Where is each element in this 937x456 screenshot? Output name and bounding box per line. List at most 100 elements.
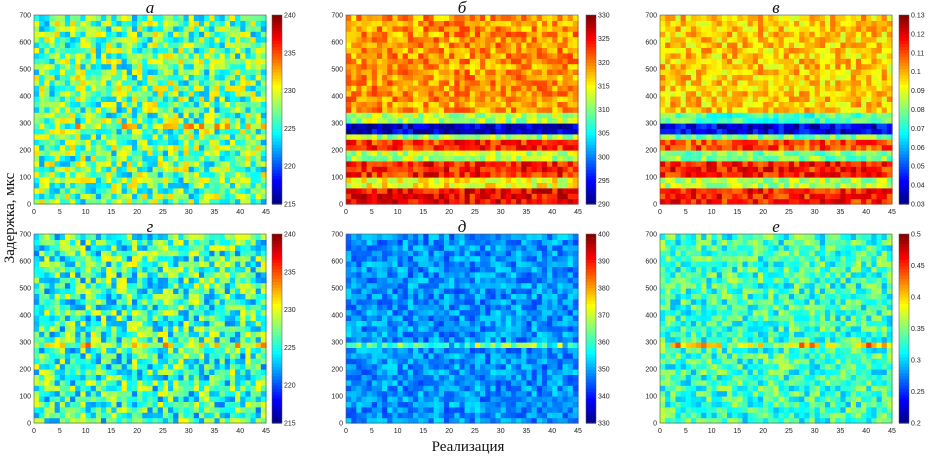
heatmap-cell (157, 79, 164, 86)
heatmap-cell (567, 20, 574, 27)
heatmap-cell (469, 42, 476, 48)
heatmap-cell (90, 63, 97, 70)
heatmap-cell (173, 15, 179, 21)
heatmap-cell (866, 166, 872, 173)
heatmap-cell (250, 182, 257, 189)
heatmap-cell (183, 69, 190, 75)
heatmap-cell (737, 177, 744, 183)
heatmap-cell (670, 58, 677, 65)
heatmap-cell (500, 144, 507, 151)
heatmap-cell (685, 58, 692, 65)
heatmap-cell (413, 139, 419, 146)
heatmap-cell (157, 144, 164, 151)
heatmap-cell (845, 63, 852, 70)
heatmap-cell (469, 171, 476, 178)
heatmap-cell (490, 52, 497, 59)
heatmap-cell (255, 166, 262, 173)
heatmap-cell (557, 112, 564, 119)
heatmap-cell (183, 47, 190, 54)
heatmap-cell (95, 133, 102, 140)
colorbar-segment (899, 30, 909, 35)
heatmap-cell (387, 166, 393, 173)
x-tick-label: 20 (759, 209, 767, 216)
colorbar-segment (899, 46, 909, 51)
heatmap-cell (480, 177, 486, 183)
colorbar-segment (899, 150, 909, 155)
heatmap-cell (840, 171, 847, 178)
colorbar-tick-label: 220 (284, 164, 296, 171)
heatmap-cell (809, 128, 816, 135)
heatmap-cell (219, 144, 226, 151)
heatmap-cell (536, 139, 543, 146)
heatmap-cell (162, 160, 169, 167)
heatmap-cell (157, 198, 164, 205)
heatmap-cell (204, 171, 210, 178)
heatmap-cell (59, 106, 66, 113)
heatmap-cell (773, 90, 780, 97)
heatmap-cell (126, 47, 133, 54)
heatmap-cell (376, 155, 383, 162)
heatmap-cell (116, 112, 123, 119)
heatmap-cell (157, 133, 164, 140)
heatmap-cell (536, 123, 543, 129)
heatmap-cell (711, 155, 718, 162)
heatmap-cell (747, 106, 754, 113)
heatmap-cell (768, 79, 775, 86)
heatmap-cell (835, 177, 842, 183)
heatmap-cell (397, 112, 404, 119)
heatmap-cell (500, 171, 507, 178)
heatmap-cell (351, 117, 357, 124)
heatmap-cell (198, 171, 205, 178)
heatmap-cell (193, 117, 200, 124)
heatmap-cell (788, 128, 795, 135)
heatmap-cell (366, 182, 373, 189)
heatmap-cell (459, 101, 466, 108)
heatmap-cell (783, 85, 790, 92)
heatmap-cell (752, 79, 759, 86)
heatmap-cell (397, 74, 404, 81)
heatmap-cell (64, 133, 71, 140)
heatmap-cell (459, 31, 466, 38)
heatmap-cell (660, 128, 666, 135)
heatmap-cell (346, 123, 352, 129)
heatmap-cell (101, 177, 107, 183)
heatmap-cell (567, 69, 574, 75)
heatmap-cell (572, 96, 579, 102)
heatmap-cell (845, 155, 852, 162)
colorbar-segment (899, 169, 909, 174)
heatmap-cell (675, 52, 682, 59)
y-tick-label: 100 (19, 175, 31, 182)
heatmap-cell (224, 69, 231, 75)
heatmap-cell (752, 31, 759, 38)
heatmap-cell (366, 85, 373, 92)
heatmap-cell (727, 69, 733, 75)
heatmap-cell (229, 79, 236, 86)
y-tick-label: 200 (19, 148, 31, 155)
heatmap-cell (95, 101, 102, 108)
heatmap-cell (366, 150, 373, 156)
heatmap-cell (835, 117, 842, 124)
heatmap-cell (763, 123, 769, 129)
heatmap-cell (356, 150, 363, 156)
heatmap-cell (824, 106, 831, 113)
heatmap-cell (235, 101, 241, 108)
heatmap-cell (474, 36, 481, 43)
heatmap-cell (521, 106, 528, 113)
heatmap-cell (572, 155, 579, 162)
heatmap-cell (214, 144, 221, 151)
heatmap-cell (418, 69, 424, 75)
heatmap-cell (240, 139, 246, 146)
heatmap-cell (198, 58, 205, 65)
heatmap-cell (716, 25, 723, 32)
heatmap-cell (845, 74, 852, 81)
heatmap-cell (245, 187, 252, 194)
heatmap-cell (95, 90, 102, 97)
heatmap-cell (505, 139, 512, 146)
heatmap-cell (85, 160, 92, 167)
heatmap-cell (814, 52, 821, 59)
heatmap-cell (49, 42, 56, 48)
heatmap-cell (495, 74, 502, 81)
heatmap-cell (696, 193, 702, 200)
heatmap-cell (224, 58, 231, 65)
heatmap-cell (90, 58, 97, 65)
